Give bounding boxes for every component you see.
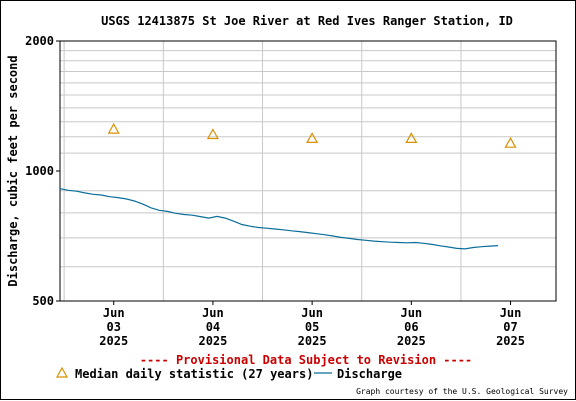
x-tick-label: 07 xyxy=(503,320,517,334)
median-marker xyxy=(107,122,120,134)
grid-lines xyxy=(60,41,556,301)
x-tick-label: 05 xyxy=(305,320,319,334)
legend-discharge-label: Discharge xyxy=(337,367,402,381)
x-tick-label: Jun xyxy=(400,306,422,320)
plot-area-border xyxy=(59,40,557,302)
discharge-series-line xyxy=(59,188,499,250)
legend-median-label: Median daily statistic (27 years) xyxy=(75,367,313,381)
provisional-notice: ---- Provisional Data Subject to Revisio… xyxy=(140,353,472,367)
y-axis-label: Discharge, cubic feet per second xyxy=(6,55,20,286)
series-layer xyxy=(59,122,517,250)
x-tick-label: 2025 xyxy=(99,334,128,348)
y-tick-label: 2000 xyxy=(25,34,54,48)
x-tick-label: Jun xyxy=(103,306,125,320)
x-tick-label: 2025 xyxy=(298,334,327,348)
median-marker xyxy=(504,136,517,148)
x-tick-label: 06 xyxy=(404,320,418,334)
x-tick-label: 2025 xyxy=(198,334,227,348)
x-axis-ticks: Jun032025Jun042025Jun052025Jun062025Jun0… xyxy=(99,301,525,348)
x-tick-label: Jun xyxy=(202,306,224,320)
median-marker xyxy=(206,128,219,140)
median-marker xyxy=(405,132,418,143)
y-tick-label: 1000 xyxy=(25,164,54,178)
x-tick-label: Jun xyxy=(500,306,522,320)
legend-median-marker xyxy=(55,366,69,378)
chart-title: USGS 12413875 St Joe River at Red Ives R… xyxy=(101,14,513,28)
x-tick-label: Jun xyxy=(301,306,323,320)
median-marker xyxy=(306,132,319,143)
x-tick-label: 03 xyxy=(107,320,121,334)
x-tick-label: 2025 xyxy=(496,334,525,348)
x-tick-label: 04 xyxy=(206,320,220,334)
y-axis-ticks: 500 1000 2000 xyxy=(25,34,60,308)
y-tick-label: 500 xyxy=(32,294,54,308)
legend: Median daily statistic (27 years) Discha… xyxy=(55,366,402,381)
credit-text: Graph courtesy of the U.S. Geological Su… xyxy=(356,387,568,396)
x-tick-label: 2025 xyxy=(397,334,426,348)
